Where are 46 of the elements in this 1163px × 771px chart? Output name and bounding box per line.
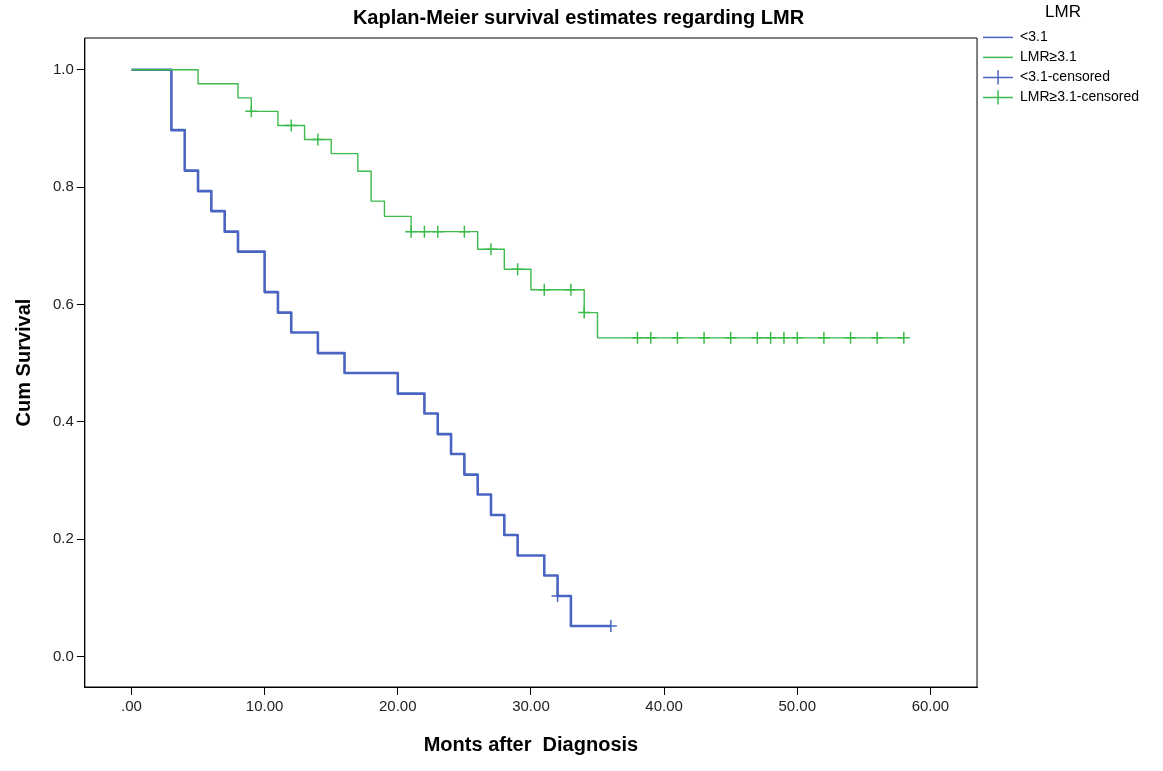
x-tick-label: 20.00 xyxy=(379,697,417,715)
x-tick-label: 40.00 xyxy=(645,697,683,715)
x-tick-label: 60.00 xyxy=(911,697,950,715)
y-tick-label: 0.0 xyxy=(52,646,74,664)
y-tick-label: 0.2 xyxy=(52,529,74,547)
y-tick-label: 0.4 xyxy=(52,411,74,429)
point xyxy=(790,331,805,345)
point xyxy=(457,224,472,239)
point xyxy=(750,331,765,345)
point xyxy=(630,331,645,345)
point xyxy=(484,242,498,256)
point xyxy=(537,282,552,297)
point xyxy=(644,331,658,345)
y-tick-label: 0.6 xyxy=(52,294,74,312)
point xyxy=(311,132,325,147)
point xyxy=(697,331,711,345)
point xyxy=(817,331,831,345)
point xyxy=(284,118,298,133)
x-tick-label: .00 xyxy=(121,697,142,715)
point xyxy=(723,331,738,345)
x-tick-label: 50.00 xyxy=(778,697,817,715)
point xyxy=(897,331,911,345)
legend-label: LMR≥3.1-censored xyxy=(1020,88,1140,105)
x-axis-title: Monts after Diagnosis xyxy=(423,732,639,755)
legend-label: <3.1-censored xyxy=(1020,68,1110,85)
point xyxy=(870,331,884,345)
y-axis-title: Cum Survival xyxy=(11,298,34,427)
legend-label: LMR≥3.1 xyxy=(1020,48,1077,65)
legend-title: LMR xyxy=(1045,2,1081,22)
point xyxy=(777,331,791,345)
chart-title: Kaplan-Meier survival estimates regarding LMR xyxy=(352,5,805,28)
point xyxy=(670,331,685,345)
point xyxy=(244,104,259,119)
point xyxy=(430,224,445,239)
point xyxy=(763,331,778,345)
x-tick-label: 30.00 xyxy=(512,697,550,715)
point xyxy=(404,224,418,239)
point xyxy=(417,224,432,239)
point xyxy=(564,282,578,297)
y-tick-label: 0.8 xyxy=(52,177,74,195)
x-tick-label: 10.00 xyxy=(245,697,284,715)
point xyxy=(577,305,591,320)
legend-label: <3.1 xyxy=(1020,28,1048,45)
point xyxy=(510,262,525,276)
y-tick-label: 1.0 xyxy=(52,59,74,77)
point xyxy=(843,331,858,345)
